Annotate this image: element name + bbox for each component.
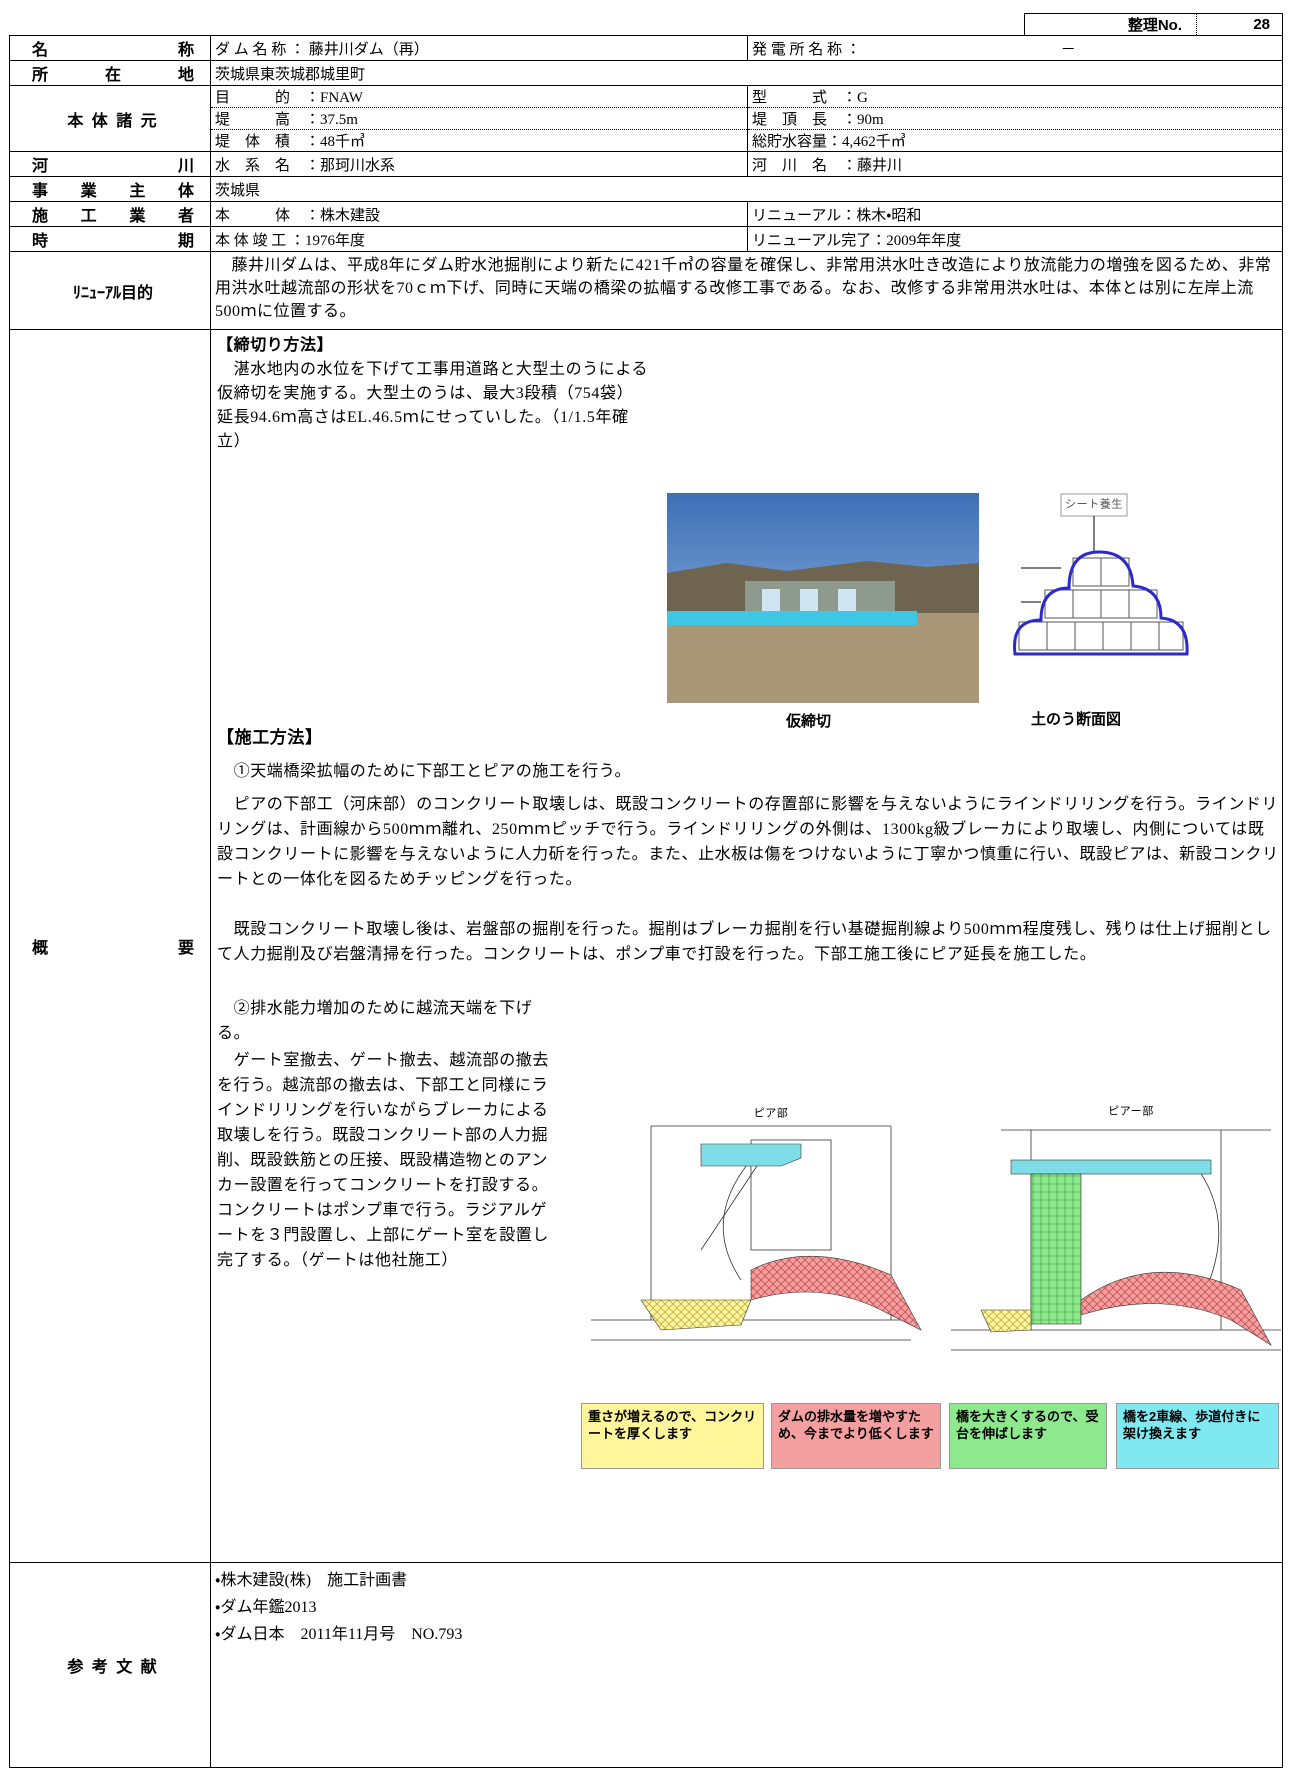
heading: 【施工方法】 <box>217 728 323 747</box>
paragraph: 既設コンクリート取壊し後は、岩盤部の掘削を行った。掘削はブレーカ掘削を行い基礎掘… <box>217 921 1272 963</box>
owner: 茨城県 <box>210 176 1283 202</box>
period-main: 本 体 竣 工 ：1976年度 <box>210 226 748 252</box>
paragraph: ピアの下部工（河床部）のコンクリート取壊しは、既設コンクリートの存置部に影響を与… <box>217 796 1279 888</box>
dam-name: ダ ム 名 称 ： 藤井川ダム（再） <box>210 35 748 61</box>
location: 茨城県東茨城郡城里町 <box>210 60 1283 86</box>
spec: 目 的 ：FNAW <box>210 85 748 108</box>
case-sheet: 名称 ダ ム 名 称 ： 藤井川ダム（再） 発 電 所 名 称 ： － 所在地 茨… <box>9 35 1283 1768</box>
cofferdam-photo <box>667 493 979 703</box>
spec: 堤 体 積 ：48千㎥ <box>210 129 748 152</box>
period-renewal: リニューアル完了：2009年年度 <box>747 226 1283 252</box>
paragraph: 湛水地内の水位を下げて工事用道路と大型土のうによる仮締切を実施する。大型土のうは… <box>217 361 649 450</box>
contractor-main: 本 体 ：株木建設 <box>210 201 748 227</box>
spec: 堤 高 ：37.5m <box>210 107 748 130</box>
ref-number: 28 <box>1253 16 1270 33</box>
reference-item: ・ダム日本 2011年11月号 NO.793 <box>215 1626 463 1643</box>
row-label: 名称 <box>9 35 211 61</box>
references: ・株木建設(株) 施工計画書 ・ダム年鑑2013 ・ダム日本 2011年11月号… <box>210 1562 1283 1768</box>
note-blue: 橋を2車線、歩道付きに架け換えます <box>1116 1403 1279 1469</box>
paragraph: ゲート室撤去、ゲート撤去、越流部の撤去を行う。越流部の撤去は、下部工と同様にライ… <box>217 1052 550 1269</box>
contractor-renewal: リニューアル：株木・昭和 <box>747 201 1283 227</box>
purpose: 藤井川ダムは、平成8年にダム貯水池掘削により新たに421千㎥の容量を確保し、非常… <box>210 251 1283 330</box>
plant-label: 発 電 所 名 称 ： <box>752 41 861 58</box>
spec: 堤 頂 長 ：90m <box>747 107 1283 130</box>
heading: 【締切り方法】 <box>217 337 334 354</box>
row-label: 事業主体 <box>9 176 211 202</box>
reference-item: ・ダム年鑑2013 <box>215 1599 317 1616</box>
note-pink: ダムの排水量を増やすため、今までより低くします <box>771 1403 941 1469</box>
river-name: 河 川 名 ：藤井川 <box>747 151 1283 177</box>
row-label: 所在地 <box>9 60 211 86</box>
spec: 型 式 ：G <box>747 85 1283 108</box>
row-label: 概要 <box>9 329 211 1563</box>
row-label: 参 考 文 献 <box>9 1562 211 1768</box>
overview-body: 【締切り方法】 湛水地内の水位を下げて工事用道路と大型土のうによる仮締切を実施す… <box>212 331 1282 1562</box>
caption: 土のう断面図 <box>1031 711 1122 728</box>
row-label: 施工業者 <box>9 201 211 227</box>
drawing-title: ピアー部 <box>1108 1105 1154 1118</box>
spec: 総貯水容量：4,462千㎥ <box>747 129 1283 152</box>
row-label: ﾘﾆｭｰｱﾙ目的 <box>9 251 211 330</box>
section-drawings: ピア部 ピアー部 <box>591 1105 1281 1351</box>
note-green: 橋を大きくするので、受台を伸ばします <box>949 1403 1107 1469</box>
diagram-label: シート養生 <box>1065 497 1123 511</box>
reference-item: ・株木建設(株) 施工計画書 <box>215 1572 408 1589</box>
water-system: 水 系 名 ：那珂川水系 <box>210 151 748 177</box>
plant-name: 発 電 所 名 称 ： － <box>747 35 1283 61</box>
drawing-title: ピア部 <box>754 1107 789 1120</box>
reference-number-box: 整理No. 28 <box>1024 13 1283 35</box>
paragraph: ②排水能力増加のために越流天端を下げる。 <box>217 1000 533 1042</box>
paragraph: ①天端橋梁拡幅のために下部工とピアの施工を行う。 <box>217 763 632 780</box>
plant-value: － <box>1060 41 1076 58</box>
ref-label: 整理No. <box>1025 14 1197 35</box>
row-label: 本 体 諸 元 <box>9 85 211 152</box>
caption: 仮締切 <box>786 713 832 730</box>
row-label: 時期 <box>9 226 211 252</box>
sandbag-diagram: シート養生 <box>1013 493 1189 656</box>
row-label: 河川 <box>9 151 211 177</box>
overview: 【締切り方法】 湛水地内の水位を下げて工事用道路と大型土のうによる仮締切を実施す… <box>210 329 1283 1563</box>
note-yellow: 重さが増えるので、コンクリートを厚くします <box>581 1403 764 1469</box>
